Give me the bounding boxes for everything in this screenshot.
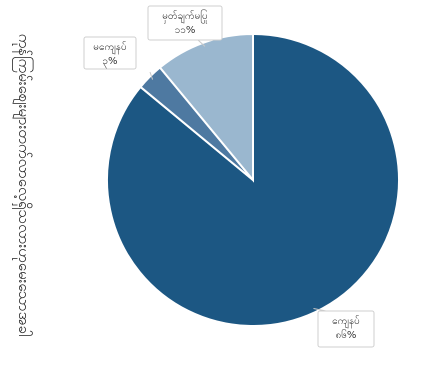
pie-percent-label-0: ၈၆% — [336, 328, 357, 341]
pie-leader-line-2 — [197, 39, 206, 47]
pie-percent-label-1: ၃% — [102, 56, 117, 69]
pie-slice-2 — [158, 32, 254, 183]
pie-leader-line-1 — [149, 71, 154, 80]
pie-slices — [106, 32, 400, 327]
pie-percent-label-2: ၁၁% — [175, 25, 196, 36]
pie-label-box-0 — [317, 310, 375, 348]
pie-category-label-1: မကျေနပ် — [93, 40, 126, 55]
pie-category-label-0: ကျေနပ် — [332, 314, 360, 329]
pie-label-box-1 — [83, 36, 137, 70]
pie-labels: ကျေနပ်၈၆% မကျေနပ်၃% မှတ်ချက်မပြု၁၁% — [83, 5, 375, 348]
pie-category-label-2: မှတ်ချက်မပြု — [162, 8, 208, 24]
pie-label-box-2 — [147, 5, 223, 41]
